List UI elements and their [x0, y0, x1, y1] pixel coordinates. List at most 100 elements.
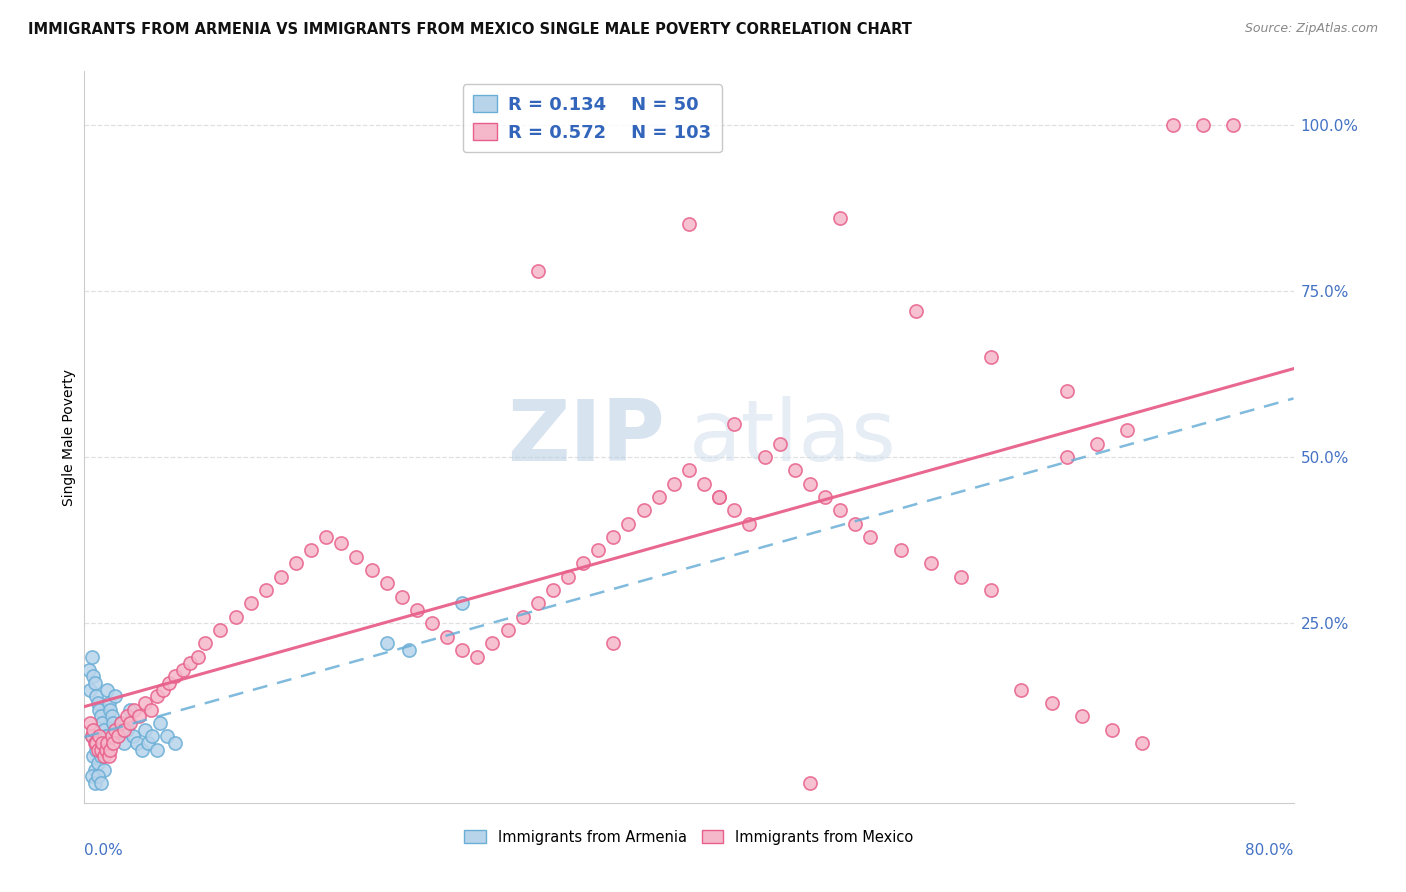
Point [844, 516, 866, 531]
Point [512, 609, 534, 624]
Point [1056, 384, 1078, 398]
Point [100, 709, 122, 723]
Point [285, 557, 308, 571]
Point [1071, 709, 1094, 723]
Point [157, 676, 180, 690]
Point [118, 716, 141, 731]
Point [783, 463, 806, 477]
Point [146, 690, 169, 704]
Point [602, 636, 624, 650]
Point [96, 682, 118, 697]
Point [89, 729, 111, 743]
Point [723, 417, 745, 431]
Text: IMMIGRANTS FROM ARMENIA VS IMMIGRANTS FROM MEXICO SINGLE MALE POVERTY CORRELATIO: IMMIGRANTS FROM ARMENIA VS IMMIGRANTS FR… [28, 22, 912, 37]
Point [360, 563, 382, 577]
Point [709, 490, 731, 504]
Point [1040, 696, 1063, 710]
Point [375, 636, 398, 650]
Point [122, 703, 145, 717]
Point [799, 476, 821, 491]
Point [149, 716, 172, 731]
Point [94, 729, 117, 743]
Text: ZIP: ZIP [508, 395, 665, 479]
Point [87, 756, 110, 770]
Point [225, 609, 247, 624]
Point [1192, 118, 1215, 132]
Point [814, 490, 837, 504]
Point [920, 557, 942, 571]
Point [121, 729, 143, 743]
Point [738, 516, 761, 531]
Point [77, 663, 100, 677]
Point [84, 736, 107, 750]
Point [87, 696, 110, 710]
Point [194, 636, 217, 650]
Point [101, 736, 124, 750]
Point [330, 536, 353, 550]
Point [179, 656, 201, 670]
Point [346, 549, 368, 564]
Point [617, 516, 640, 531]
Point [98, 703, 121, 717]
Point [165, 669, 187, 683]
Text: Source: ZipAtlas.com: Source: ZipAtlas.com [1244, 22, 1378, 36]
Point [97, 749, 120, 764]
Point [406, 603, 429, 617]
Point [84, 776, 107, 790]
Point [1161, 118, 1184, 132]
Point [451, 643, 474, 657]
Point [527, 596, 550, 610]
Point [110, 716, 132, 731]
Point [588, 543, 610, 558]
Point [633, 503, 655, 517]
Point [131, 742, 153, 756]
Point [84, 763, 107, 777]
Point [1085, 436, 1108, 450]
Point [80, 649, 103, 664]
Point [769, 436, 792, 450]
Point [315, 530, 337, 544]
Point [128, 709, 150, 723]
Point [152, 682, 174, 697]
Point [110, 716, 132, 731]
Point [91, 736, 114, 750]
Point [80, 729, 103, 743]
Point [648, 490, 671, 504]
Point [139, 703, 162, 717]
Point [270, 570, 292, 584]
Point [127, 736, 149, 750]
Point [980, 351, 1002, 365]
Point [112, 736, 135, 750]
Point [104, 690, 127, 704]
Y-axis label: Single Male Poverty: Single Male Poverty [62, 368, 76, 506]
Point [830, 211, 852, 225]
Point [398, 643, 420, 657]
Point [93, 723, 115, 737]
Point [96, 729, 118, 743]
Point [82, 723, 104, 737]
Point [904, 303, 927, 318]
Point [86, 690, 108, 704]
Point [172, 663, 194, 677]
Text: atlas: atlas [689, 395, 897, 479]
Point [662, 476, 685, 491]
Point [723, 503, 745, 517]
Point [87, 742, 110, 756]
Legend: R = 0.134    N = 50, R = 0.572    N = 103: R = 0.134 N = 50, R = 0.572 N = 103 [463, 84, 721, 153]
Point [104, 723, 127, 737]
Point [146, 742, 169, 756]
Point [830, 503, 852, 517]
Point [572, 557, 595, 571]
Point [86, 736, 108, 750]
Point [98, 742, 121, 756]
Text: 0.0%: 0.0% [84, 843, 124, 858]
Point [115, 709, 138, 723]
Point [89, 703, 111, 717]
Point [859, 530, 882, 544]
Point [451, 596, 474, 610]
Point [602, 530, 624, 544]
Point [107, 729, 129, 743]
Point [1130, 736, 1153, 750]
Point [1056, 450, 1078, 464]
Point [134, 696, 156, 710]
